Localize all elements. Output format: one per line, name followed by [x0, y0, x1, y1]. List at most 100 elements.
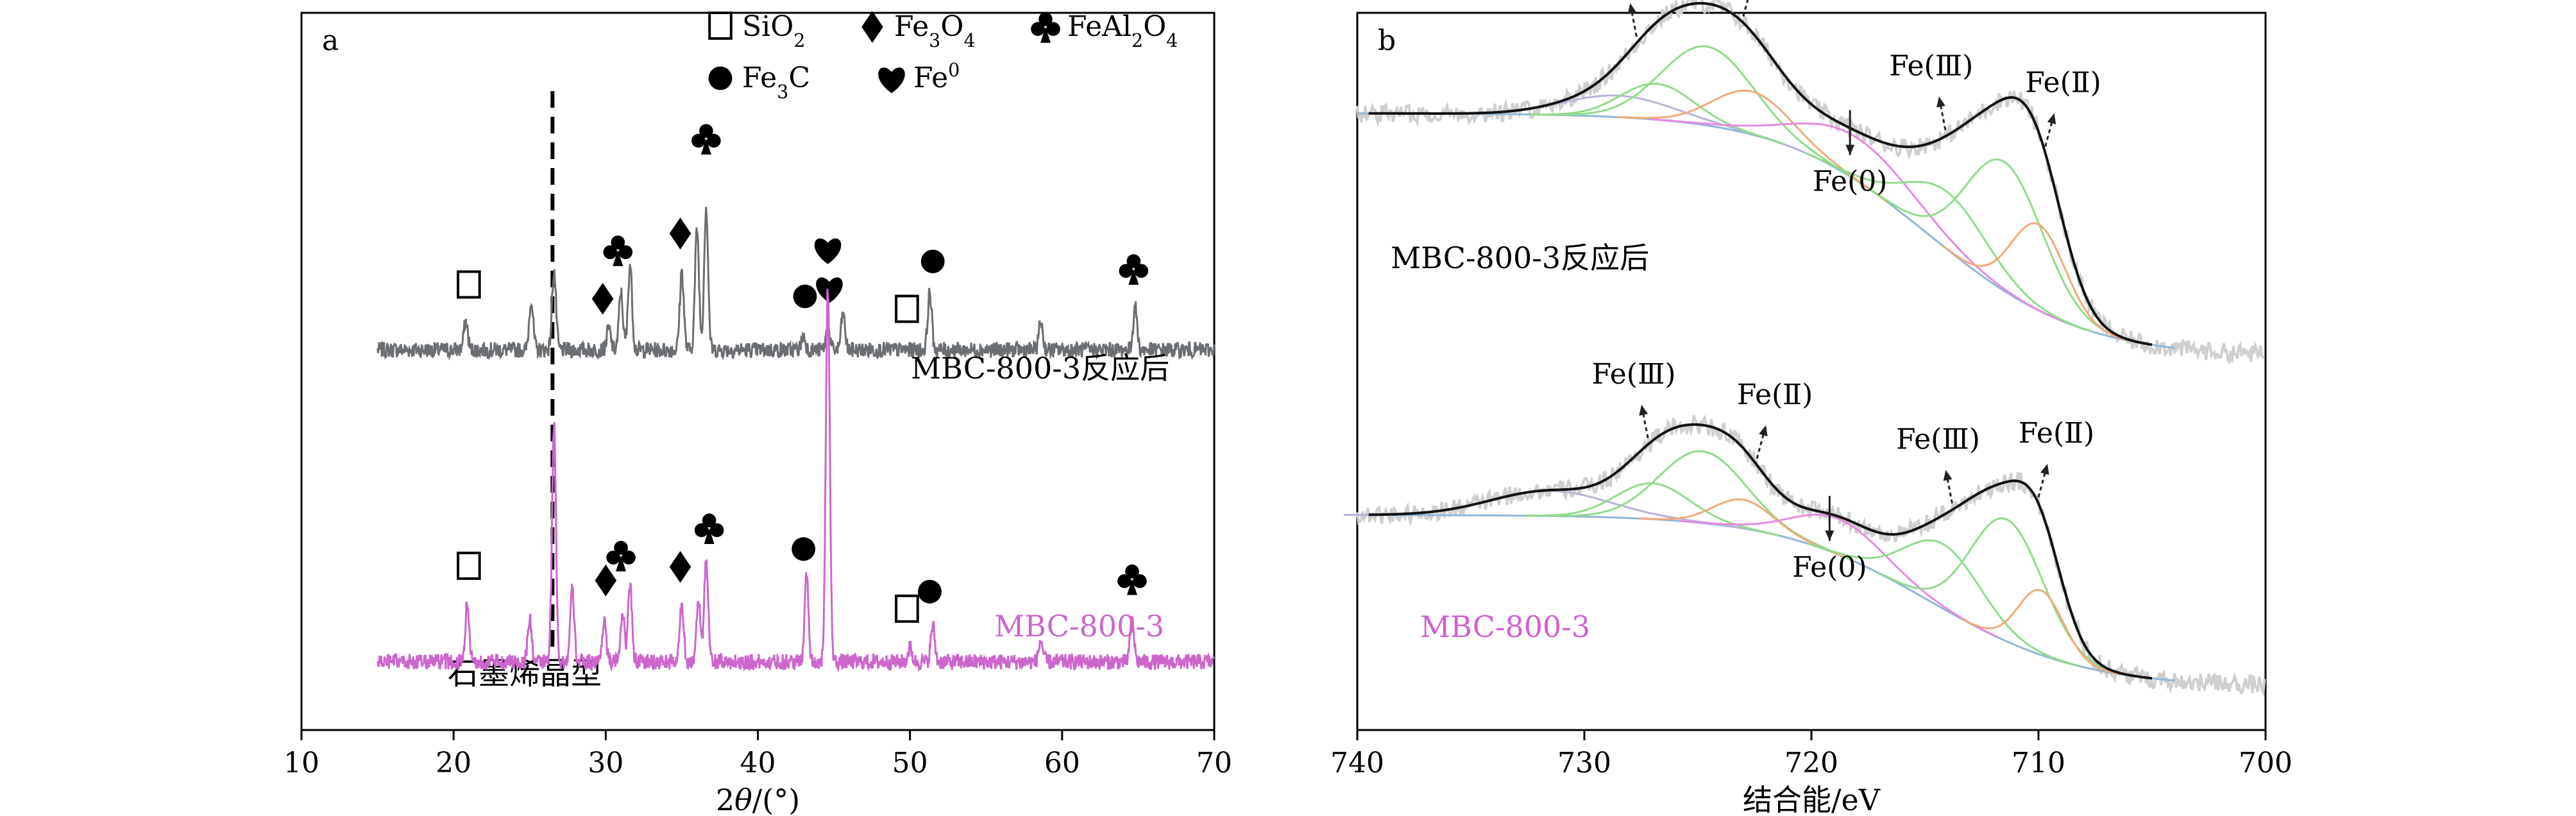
xrd-marker-1-8: [918, 579, 942, 604]
xps-arrow-0-1-shaft: [1742, 0, 1749, 17]
xrd-marker-0-4-lobe-left: [691, 133, 706, 148]
panel-b: b 740 730 720 710 700 结合能/eV Fe(Ⅲ) Fe(Ⅱ) Fe(Ⅲ) Fe(…: [1330, 0, 2292, 816]
xps-arrow-1-0: [1639, 404, 1649, 439]
xrd-marker-0-3: [669, 217, 691, 250]
legend-symbol-0: [708, 12, 733, 40]
xps-annotation-1-3: Fe(Ⅱ): [2019, 417, 2094, 450]
panel-b-xtick-label: 720: [1784, 747, 1838, 779]
legend-symbol-3: [708, 66, 733, 90]
panel-a-xlabel: 2θ/(°): [716, 783, 800, 816]
legend-label-1: Fe3O4: [894, 10, 976, 51]
panel-a-xtick-label: 50: [892, 747, 928, 779]
xrd-marker-1-2: [606, 541, 636, 572]
xps-component-0-7: [1942, 222, 2135, 343]
xrd-marker-0-7: [895, 294, 919, 323]
xps-arrow-0-0-head: [1627, 3, 1637, 15]
xps-component-0-2: [1548, 45, 1867, 187]
xps-raw-0: [1356, 0, 2265, 365]
xps-arrow-0-0: [1627, 3, 1638, 37]
xrd-marker-0-9-lobe-left: [1119, 264, 1133, 278]
xrd-marker-1-4-stem: [704, 528, 715, 545]
xps-component-0-5: [1804, 151, 2091, 332]
xrd-marker-1-2-lobe-top: [614, 541, 628, 555]
xps-annotation-0-4: Fe(0): [1813, 166, 1888, 198]
series-label-before: MBC-800-3: [994, 609, 1164, 643]
xrd-marker-0-9: [1119, 254, 1149, 285]
xrd-marker-0-2-lobe-left: [603, 245, 618, 259]
xps-annotation-1-1: Fe(Ⅱ): [1737, 378, 1813, 411]
xrd-marker-1-2-lobe-right: [622, 550, 636, 565]
xrd-marker-0-4-lobe-right: [707, 133, 721, 148]
xps-annotation-1-0: Fe(Ⅲ): [1592, 358, 1676, 391]
panel-b-letter: b: [1378, 24, 1396, 57]
xps-arrow-0-3: [2044, 113, 2056, 147]
xps-arrow-1-2: [1943, 470, 1953, 504]
xps-component-1-7: [1960, 588, 2120, 675]
xps-component-1-6: [1879, 517, 2133, 677]
panel-b-xtick-label: 740: [1330, 747, 1384, 779]
xrd-marker-0-6: [816, 277, 843, 303]
xps-arrow-0-3-head: [2047, 113, 2056, 124]
xrd-marker-1-2-stem: [616, 555, 627, 572]
xrd-marker-1-5: [792, 537, 816, 561]
xrd-marker-0-9-lobe-top: [1126, 254, 1141, 268]
xrd-marker-1-6: [814, 238, 842, 264]
legend-symbol-4: [878, 67, 905, 94]
xrd-marker-1-4-lobe-top: [702, 513, 716, 528]
xps-annotation-0-2: Fe(Ⅲ): [1889, 50, 1973, 83]
xps-component-0-4: [1650, 118, 2063, 323]
panel-a-xtick-label: 70: [1196, 747, 1232, 779]
legend-label-0: SiO2: [742, 10, 806, 51]
xrd-marker-1-9-lobe-left: [1117, 574, 1131, 588]
xrd-series-0: [377, 207, 1216, 361]
panel-a-xtick-label: 40: [740, 747, 776, 779]
panel-a-xtick-label: 10: [284, 747, 319, 779]
xps-envelope-0: [1368, 2, 2153, 346]
legend-symbol-2-stem: [1040, 27, 1051, 43]
xps-arrow-0-2: [1936, 96, 1947, 130]
legend-label-3: Fe3C: [742, 62, 810, 103]
xrd-marker-1-4: [694, 513, 724, 545]
panel-b-xlabel: 结合能/eV: [1743, 783, 1881, 816]
xrd-marker-1-9-lobe-top: [1125, 564, 1139, 579]
xrd-marker-1-2-lobe-left: [606, 550, 620, 565]
xps-component-1-5: [1808, 539, 2078, 667]
xps-component-1-4: [1679, 513, 1998, 638]
xps-arrow-1-0-head: [1639, 404, 1648, 416]
panel-b-xtick-label: 710: [2012, 747, 2065, 779]
xrd-marker-0-4-stem: [700, 139, 711, 155]
xrd-marker-1-9: [1117, 564, 1147, 595]
xps-series-label-before: MBC-800-3: [1420, 609, 1590, 644]
xrd-marker-0-2-lobe-right: [618, 245, 633, 259]
xps-component-1-3: [1640, 498, 1847, 559]
legend-label-4: Fe0: [913, 59, 960, 94]
xps-annotation-1-2: Fe(Ⅲ): [1896, 423, 1980, 456]
legend-symbol-2: [1031, 12, 1060, 43]
xps-arrow-0-4-head: [1845, 144, 1855, 155]
xps-component-0-1: [1530, 82, 1784, 145]
panel-b-xtick-label: 730: [1557, 747, 1611, 779]
xps-baseline-0: [1357, 112, 2175, 349]
xrd-marker-0-5: [793, 284, 817, 309]
xrd-marker-1-9-stem: [1126, 579, 1137, 595]
xps-arrow-1-3: [2037, 463, 2049, 498]
xps-arrow-0-1: [1742, 0, 1749, 17]
panel-a-letter: a: [322, 24, 339, 57]
xps-arrow-1-2-head: [1943, 470, 1953, 481]
legend-symbol-2-lobe-left: [1031, 22, 1045, 36]
xrd-marker-1-4-lobe-left: [694, 523, 709, 538]
xrd-marker-1-7: [895, 594, 919, 623]
xrd-marker-1-1: [595, 565, 617, 597]
xps-annotation-1-4: Fe(0): [1792, 551, 1867, 584]
xrd-marker-0-2-lobe-top: [611, 235, 625, 250]
xps-arrow-1-1-head: [1759, 425, 1768, 437]
series-label-after: MBC-800-3反应后: [911, 351, 1169, 386]
xps-arrow-0-4: [1845, 110, 1855, 155]
panel-a-xtick-label: 30: [588, 747, 623, 779]
xps-arrow-1-4: [1825, 495, 1835, 541]
panel-b-xtick-label: 700: [2239, 747, 2292, 779]
xps-component-0-6: [1868, 158, 2140, 344]
xrd-marker-0-2-stem: [613, 250, 623, 266]
panel-a-xtick-label: 20: [436, 747, 471, 779]
